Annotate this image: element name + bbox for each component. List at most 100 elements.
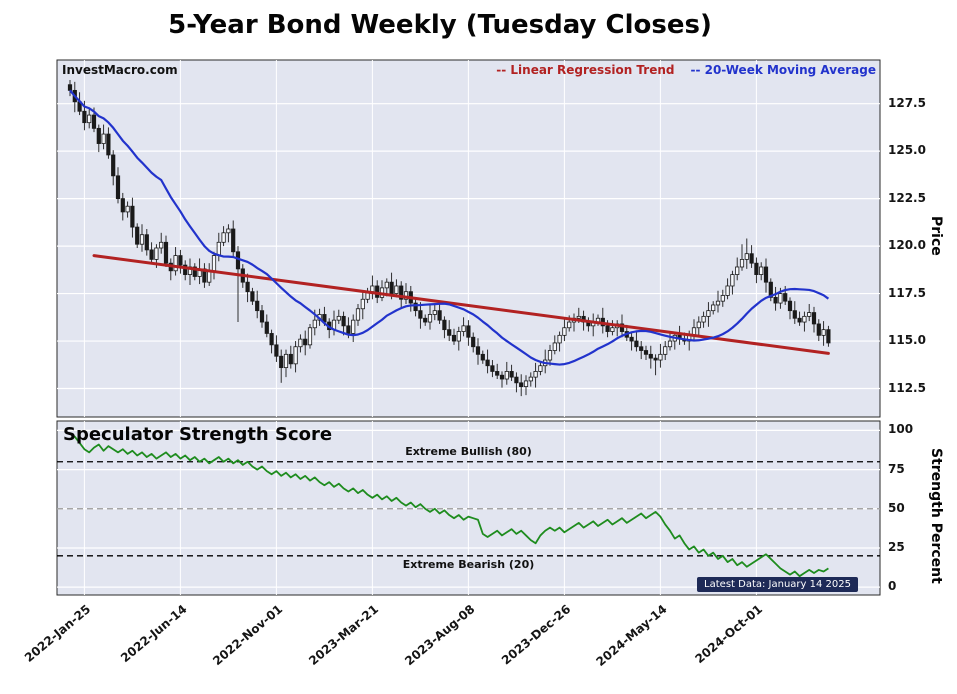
strength-tick-label: 100 [888,422,914,437]
price-tick-label: 115.0 [888,333,926,348]
price-tick-label: 112.5 [888,380,926,395]
candle-body [413,302,418,312]
candle-body [735,266,740,275]
candle-body [355,308,361,321]
candle-body [456,331,461,342]
candle-body [711,304,716,312]
candle-body [399,285,404,300]
candle-body [567,321,572,329]
candle-body [725,285,730,296]
candle-body [605,325,610,332]
candle-body [427,314,433,323]
legend-linear-regression-trend: -- Linear Regression Trend [496,63,675,77]
candle-body [135,226,140,245]
candle-body [226,228,231,234]
candle-body [610,327,615,332]
candle-body [495,371,500,376]
candle-body [106,133,111,156]
candle-body [91,114,97,129]
candle-body [720,295,725,302]
price-tick-label: 120.0 [888,238,926,253]
candle-body [149,249,154,260]
candle-body [341,315,346,327]
candle-body [538,365,543,372]
candle-body [370,285,375,293]
candle-body [394,285,399,294]
candle-body [759,266,764,275]
candle-body [183,264,188,275]
candle-body [667,340,673,348]
moving-average-line [69,89,830,366]
candle-body [754,262,759,275]
candle-body [154,247,159,260]
candle-body [763,266,769,283]
candle-body [528,376,533,382]
candle-body [139,234,145,245]
candle-body [787,300,793,312]
candle-body [159,241,164,249]
candle-body [432,310,437,315]
candle-body [562,327,567,336]
candle-body [466,325,471,338]
candle-body [96,127,101,144]
candle-body [87,114,92,124]
candle-body [250,291,255,302]
candle-body [701,315,706,323]
candle-body [279,355,284,369]
candle-body [221,232,226,243]
price-axis-title: Price [928,216,944,256]
strength-axis-title: Strength Percent [928,448,944,584]
candle-body [826,329,831,344]
price-tick-label: 122.5 [888,190,926,205]
candle-body [269,333,274,346]
candle-body [797,317,802,323]
candle-body [211,255,217,272]
candle-body [514,376,519,384]
candle-body [749,253,754,264]
candle-body [264,321,269,334]
strength-tick-label: 50 [888,500,905,515]
candle-body [807,312,812,317]
price-tick-label: 127.5 [888,95,926,110]
candle-body [629,336,634,342]
candle-body [245,281,250,293]
candle-body [351,319,356,334]
candle-body [634,340,639,348]
candle-body [783,293,788,302]
candle-body [778,293,783,304]
candle-body [216,241,221,256]
strength-tick-label: 75 [888,461,905,476]
candle-body [67,84,73,91]
candle-body [639,346,644,351]
strength-panel-title: Speculator Strength Score [63,424,333,445]
candle-body [552,342,557,351]
candle-body [461,325,466,332]
candle-body [802,315,807,323]
candle-body [811,312,817,325]
candle-body [346,325,351,334]
candle-body [768,281,773,298]
candle-body [125,205,130,213]
candle-body [163,241,169,264]
candle-body [360,298,365,310]
candle-body [739,258,745,268]
candle-body [663,346,668,355]
candle-body [485,359,490,367]
candle-body [418,310,423,319]
price-tick-label: 125.0 [888,143,926,158]
candle-body [744,253,749,260]
candle-body [730,274,735,287]
candle-body [706,310,711,317]
candle-body [451,334,457,342]
candle-body [715,300,721,306]
strength-tick-label: 0 [888,579,897,594]
candle-body [619,323,625,332]
candle-body [653,357,658,361]
candle-body [480,353,485,361]
candle-body [293,346,298,365]
candle-body [389,281,394,294]
price-tick-label: 117.5 [888,285,926,300]
candle-body [658,353,663,361]
strength-score-line [69,432,829,578]
